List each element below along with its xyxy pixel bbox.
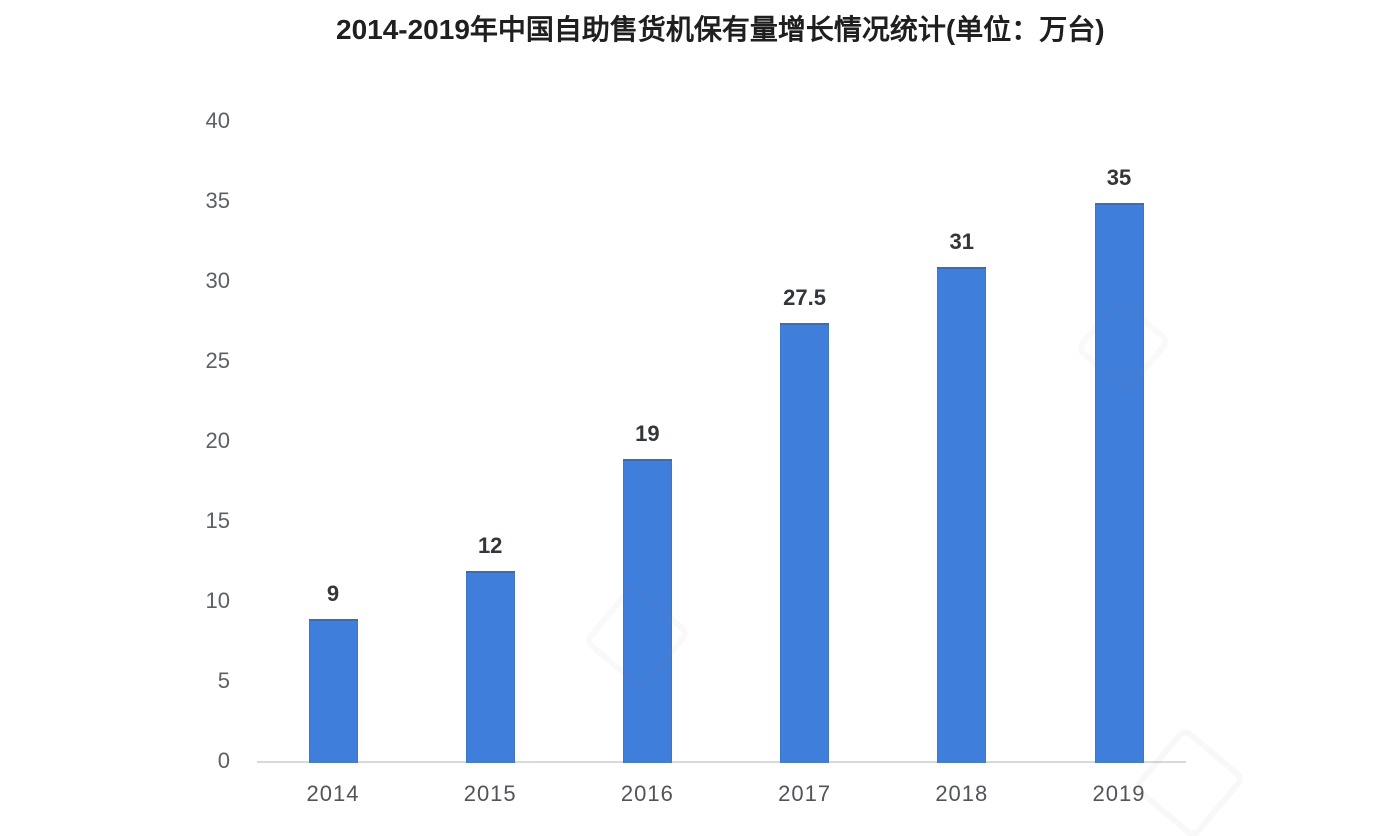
bar-2019: [1094, 203, 1144, 763]
y-tick-label: 40: [205, 108, 230, 133]
y-tick-label: 5: [217, 668, 230, 693]
x-tick-label: 2015: [463, 781, 517, 806]
bar-value-label: 9: [326, 581, 340, 606]
x-tick-label: 2017: [778, 781, 832, 806]
x-tick-label: 2018: [935, 781, 989, 806]
y-tick-label: 15: [205, 508, 230, 533]
bar-value-label: 27.5: [783, 285, 827, 310]
y-tick-label: 25: [205, 348, 230, 373]
bar-2014: [308, 619, 358, 763]
x-tick-label: 2016: [620, 781, 674, 806]
y-tick-label: 0: [217, 748, 230, 773]
bar-2015: [465, 571, 515, 763]
watermark: [1073, 295, 1173, 395]
bar-value-label: 35: [1106, 165, 1132, 190]
bar-value-label: 19: [635, 421, 660, 446]
x-axis-line: [257, 761, 1186, 763]
chart-title: 2014-2019年中国自助售货机保有量增长情况统计(单位：万台): [336, 14, 1105, 45]
watermark: [582, 582, 692, 692]
y-tick-label: 20: [205, 428, 230, 453]
bar-value-label: 12: [477, 533, 503, 558]
x-tick-label: 2014: [306, 781, 360, 806]
bar-2018: [937, 267, 987, 763]
y-tick-label: 30: [205, 268, 230, 293]
bar-2017: [780, 323, 830, 763]
x-tick-label: 2019: [1092, 781, 1146, 806]
bar-2016: [622, 459, 672, 763]
bar-value-label: 31: [949, 229, 975, 254]
y-tick-label: 35: [205, 188, 230, 213]
y-tick-label: 10: [205, 588, 230, 613]
watermark: [1131, 725, 1247, 836]
